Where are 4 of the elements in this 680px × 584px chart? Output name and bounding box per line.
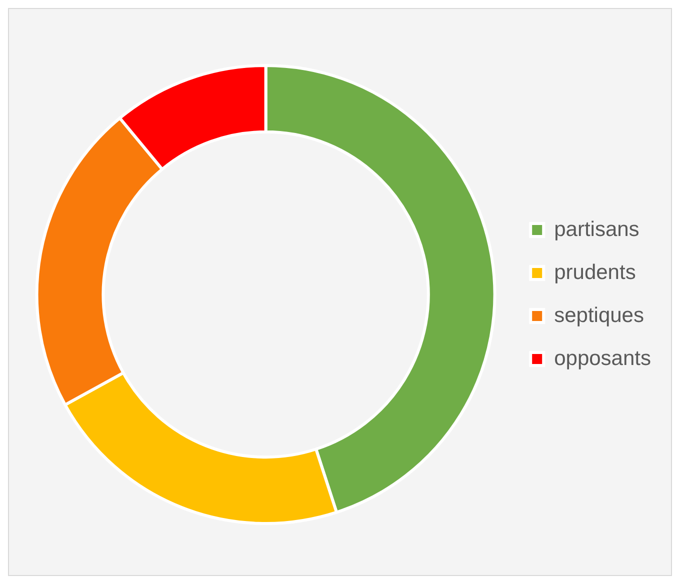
legend-label: partisans [554, 218, 640, 241]
legend-label: prudents [554, 260, 636, 284]
legend-label: opposants [554, 346, 652, 370]
legend-label: septiques [554, 304, 644, 327]
